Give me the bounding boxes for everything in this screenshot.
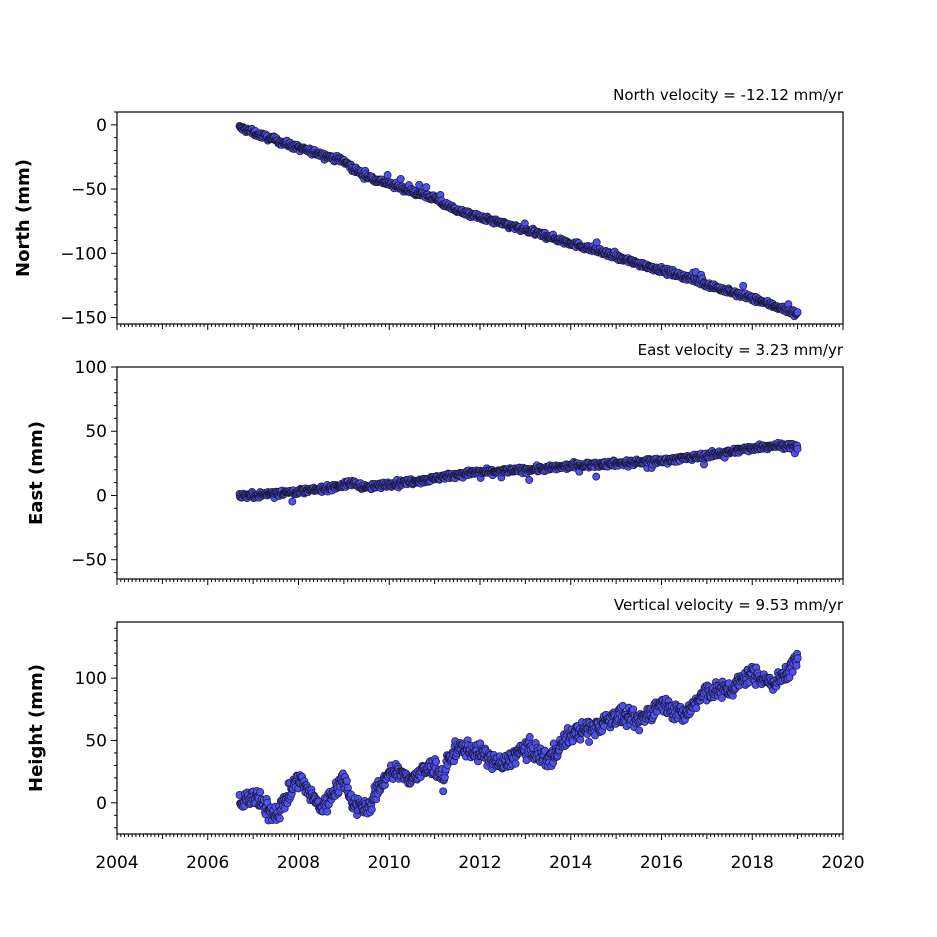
x-tick-label: 2014 (549, 853, 592, 873)
y-tick-label: 50 (85, 731, 107, 751)
data-point (432, 757, 441, 766)
y-tick-label: 0 (96, 486, 107, 506)
data-point (323, 807, 332, 816)
data-point (692, 704, 701, 713)
x-tick-label: 2004 (95, 853, 138, 873)
y-tick-label: 100 (75, 669, 107, 689)
data-point (592, 472, 601, 481)
data-point (439, 787, 448, 796)
data-point (256, 788, 265, 797)
data-point (422, 183, 431, 192)
data-point (525, 733, 534, 741)
data-point (511, 759, 520, 768)
data-point (739, 281, 748, 290)
x-tick-label: 2016 (640, 853, 683, 873)
data-point (592, 238, 601, 247)
data-point (383, 171, 392, 179)
data-point (792, 661, 801, 670)
data-point (342, 776, 351, 785)
axes-frame-height (116, 621, 844, 835)
x-tick-label: 2018 (731, 853, 774, 873)
x-tick-label: 2020 (821, 853, 864, 873)
data-point (415, 180, 424, 189)
data-points-height (235, 649, 802, 825)
data-points-east (235, 438, 802, 506)
y-tick-label: −50 (71, 551, 107, 571)
y-axis-label-east: East (mm) (26, 421, 47, 525)
y-tick-label: −150 (60, 309, 107, 329)
data-point (585, 737, 594, 746)
velocity-label-height: Vertical velocity = 9.53 mm/yr (614, 596, 844, 614)
data-point (396, 174, 405, 183)
data-point (275, 814, 284, 823)
panel-height: 100 50 0 2004 2006 2008 2010 2012 2014 2016 2018 20… (26, 596, 865, 873)
data-point (635, 726, 644, 735)
y-tick-label: 100 (75, 358, 107, 378)
data-point (367, 805, 376, 814)
panel-north: 0 −50 −100 −150 North velocity = -12.12 mm/y… (13, 86, 844, 330)
data-point (793, 308, 802, 317)
y-tick-label: −50 (71, 180, 107, 200)
y-axis-label-height: Height (mm) (26, 664, 47, 792)
x-tick-label: 2012 (458, 853, 501, 873)
y-tick-label: 50 (85, 422, 107, 442)
y-axis-label-north: North (mm) (13, 159, 34, 277)
data-point (717, 693, 726, 702)
y-tick-label: −100 (60, 244, 107, 264)
x-tick-label: 2010 (368, 853, 411, 873)
panel-east: 100 50 0 −50 East velocity = 3.23 mm/yr East … (26, 341, 844, 585)
data-point (576, 735, 585, 744)
data-point (788, 668, 797, 677)
velocity-label-north: North velocity = -12.12 mm/yr (613, 86, 844, 104)
y-tick-label: 0 (96, 794, 107, 814)
x-tick-label: 2008 (277, 853, 320, 873)
data-point (525, 475, 534, 484)
y-tick-label: 0 (96, 116, 107, 136)
data-points-north (235, 122, 802, 321)
x-tick-label: 2006 (186, 853, 229, 873)
data-point (793, 654, 802, 663)
data-point (793, 444, 802, 453)
data-point (288, 497, 297, 506)
velocity-label-east: East velocity = 3.23 mm/yr (638, 341, 844, 359)
